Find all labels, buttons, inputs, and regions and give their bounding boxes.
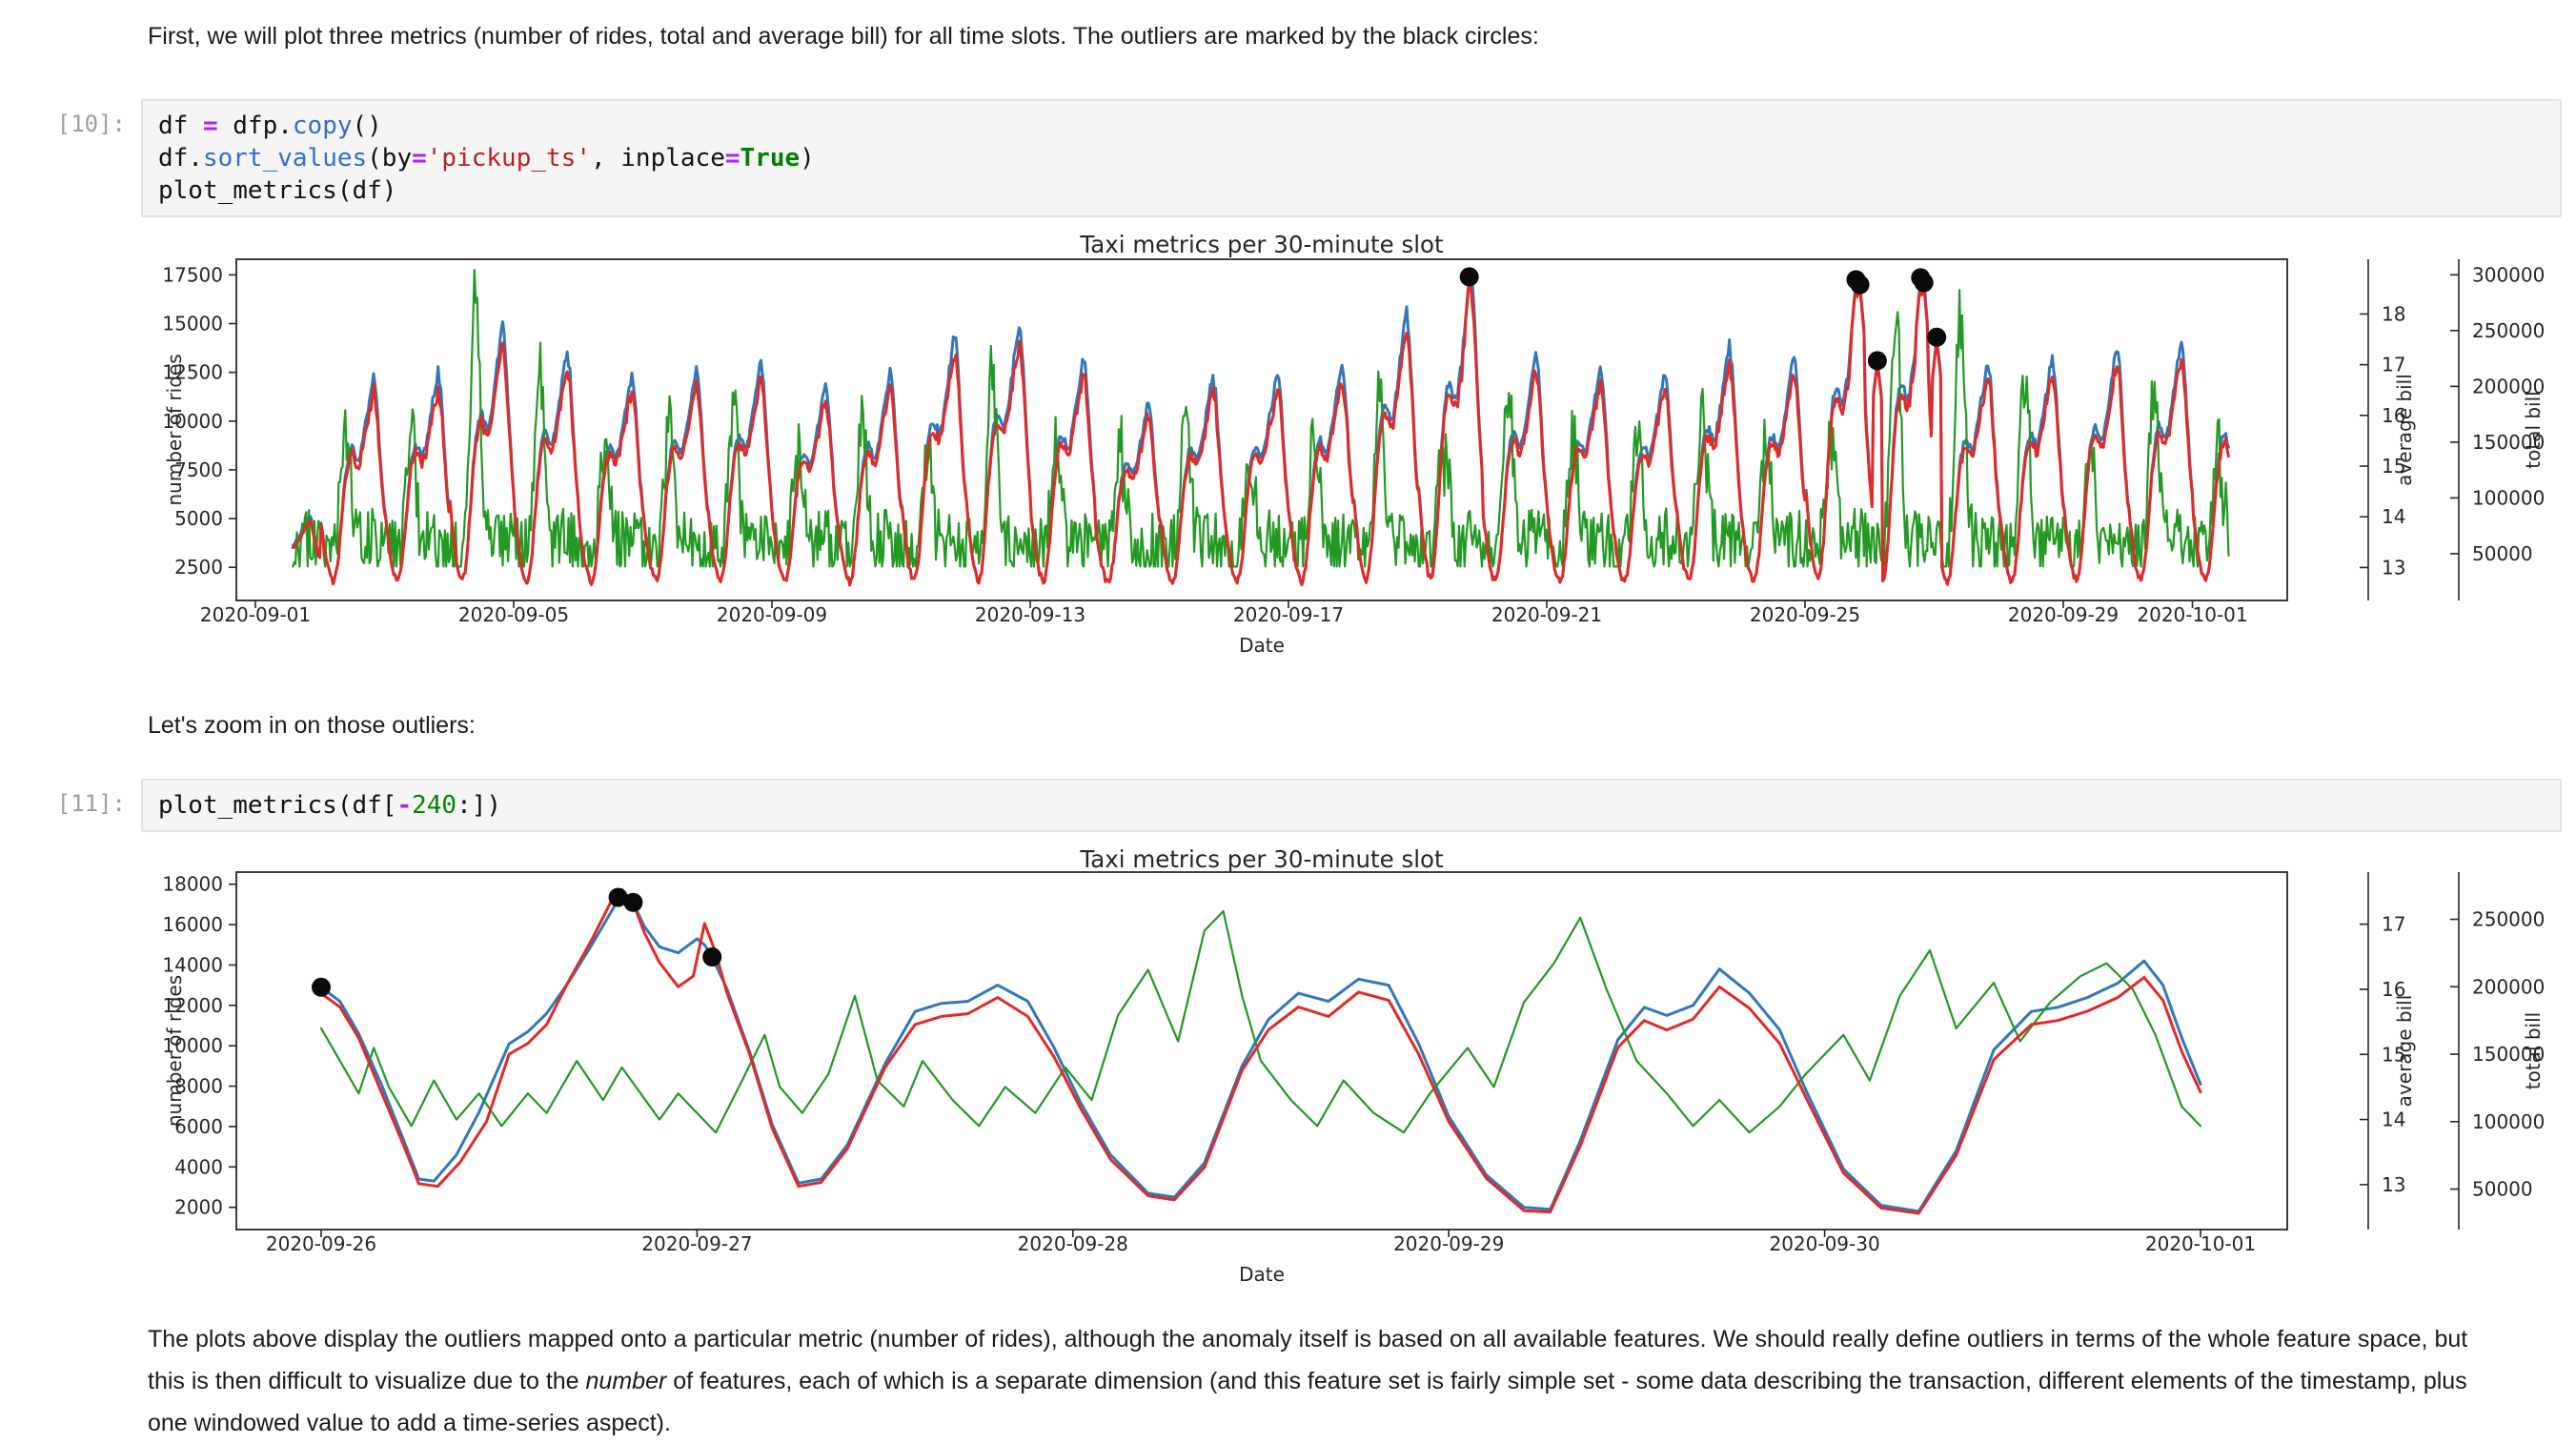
svg-text:16: 16 xyxy=(2382,978,2405,1001)
svg-text:number of rides: number of rides xyxy=(163,354,186,505)
svg-text:100000: 100000 xyxy=(2472,1110,2545,1133)
svg-text:total bill: total bill xyxy=(2522,391,2545,468)
svg-text:50000: 50000 xyxy=(2472,1178,2533,1201)
svg-text:2020-09-28: 2020-09-28 xyxy=(1018,1232,1128,1255)
svg-text:2020-09-29: 2020-09-29 xyxy=(2008,603,2119,626)
markdown-closing: The plots above display the outliers map… xyxy=(0,1318,2521,1444)
svg-text:15: 15 xyxy=(2382,1043,2405,1066)
closing-text-1: The plots above display the outliers map… xyxy=(148,1326,2468,1394)
figure-all-slots: Taxi metrics per 30-minute slot 2500 5000 7… xyxy=(141,227,2576,672)
svg-text:14: 14 xyxy=(2382,505,2405,528)
svg-text:2020-09-27: 2020-09-27 xyxy=(641,1232,752,1255)
code-cell-10: [10]: df = dfp.copy() df.sort_values(by=… xyxy=(0,99,2576,217)
code-editor[interactable]: df = dfp.copy() df.sort_values(by='picku… xyxy=(141,99,2562,217)
code-editor[interactable]: plot_metrics(df[-240:]) xyxy=(141,779,2562,832)
svg-text:200000: 200000 xyxy=(2472,975,2545,998)
code-text[interactable]: df = dfp.copy() df.sort_values(by='picku… xyxy=(158,112,815,205)
svg-text:2020-09-26: 2020-09-26 xyxy=(266,1232,376,1255)
svg-text:250000: 250000 xyxy=(2472,319,2545,342)
svg-text:150000: 150000 xyxy=(2472,1043,2545,1066)
svg-text:150000: 150000 xyxy=(2472,431,2545,454)
svg-text:total bill: total bill xyxy=(2522,1012,2545,1089)
svg-text:12000: 12000 xyxy=(162,994,223,1017)
svg-text:number of rides: number of rides xyxy=(163,975,186,1127)
svg-text:300000: 300000 xyxy=(2472,263,2545,286)
svg-text:16000: 16000 xyxy=(162,913,223,936)
figure-zoomed: Taxi metrics per 30-minute slot 2000 4000 6… xyxy=(141,842,2576,1290)
closing-text-italic: number xyxy=(585,1368,667,1394)
markdown-zoom: Let's zoom in on those outliers: xyxy=(148,712,476,739)
svg-text:4000: 4000 xyxy=(174,1155,223,1178)
svg-text:2020-09-05: 2020-09-05 xyxy=(458,603,569,626)
svg-text:15: 15 xyxy=(2382,455,2405,478)
svg-text:2020-09-29: 2020-09-29 xyxy=(1393,1232,1504,1255)
svg-text:200000: 200000 xyxy=(2472,375,2545,397)
svg-text:14000: 14000 xyxy=(162,953,223,976)
svg-text:2020-09-30: 2020-09-30 xyxy=(1769,1232,1879,1255)
svg-text:2020-10-01: 2020-10-01 xyxy=(2145,1232,2256,1255)
svg-text:Date: Date xyxy=(1239,634,1285,657)
svg-text:5000: 5000 xyxy=(174,507,223,530)
svg-text:12500: 12500 xyxy=(162,361,223,384)
svg-text:15000: 15000 xyxy=(162,313,223,336)
svg-text:14: 14 xyxy=(2382,1108,2405,1131)
svg-text:17500: 17500 xyxy=(162,263,223,286)
svg-text:6000: 6000 xyxy=(174,1115,223,1138)
cell-prompt: [11]: xyxy=(56,790,126,817)
taxi-metrics-chart-full: Taxi metrics per 30-minute slot 2500 5000 7… xyxy=(162,231,2545,657)
svg-text:18: 18 xyxy=(2382,302,2405,325)
svg-text:2020-09-25: 2020-09-25 xyxy=(1750,603,1860,626)
svg-text:average bill: average bill xyxy=(2393,374,2416,486)
svg-text:2020-09-13: 2020-09-13 xyxy=(975,603,1085,626)
svg-text:Taxi metrics per 30-minute slo: Taxi metrics per 30-minute slot xyxy=(1079,845,1444,873)
svg-text:2020-09-17: 2020-09-17 xyxy=(1233,603,1344,626)
svg-text:7500: 7500 xyxy=(174,458,223,481)
svg-text:average bill: average bill xyxy=(2393,995,2416,1108)
cell-prompt: [10]: xyxy=(56,111,126,137)
svg-text:2500: 2500 xyxy=(174,556,223,579)
svg-text:2020-09-09: 2020-09-09 xyxy=(717,603,827,626)
code-text[interactable]: plot_metrics(df[-240:]) xyxy=(158,791,502,820)
svg-text:2020-09-01: 2020-09-01 xyxy=(200,603,311,626)
svg-text:16: 16 xyxy=(2382,404,2405,427)
svg-text:2020-09-21: 2020-09-21 xyxy=(1491,603,1602,626)
svg-text:Taxi metrics per 30-minute slo: Taxi metrics per 30-minute slot xyxy=(1079,231,1444,258)
svg-text:13: 13 xyxy=(2382,556,2405,579)
svg-text:50000: 50000 xyxy=(2472,542,2533,565)
svg-text:8000: 8000 xyxy=(174,1075,223,1098)
svg-text:10000: 10000 xyxy=(162,410,223,433)
svg-text:100000: 100000 xyxy=(2472,486,2545,509)
svg-text:17: 17 xyxy=(2382,913,2405,936)
svg-text:Date: Date xyxy=(1239,1263,1285,1285)
svg-text:13: 13 xyxy=(2382,1173,2405,1196)
svg-text:2000: 2000 xyxy=(174,1196,223,1219)
taxi-metrics-chart-zoom: Taxi metrics per 30-minute slot 2000 4000 6… xyxy=(162,845,2545,1286)
svg-text:18000: 18000 xyxy=(162,873,223,896)
svg-text:17: 17 xyxy=(2382,354,2405,376)
markdown-intro: First, we will plot three metrics (numbe… xyxy=(148,23,1539,50)
code-cell-11: [11]: plot_metrics(df[-240:]) xyxy=(0,779,2576,832)
svg-text:2020-10-01: 2020-10-01 xyxy=(2137,603,2247,626)
svg-text:250000: 250000 xyxy=(2472,908,2545,931)
svg-text:10000: 10000 xyxy=(162,1034,223,1057)
